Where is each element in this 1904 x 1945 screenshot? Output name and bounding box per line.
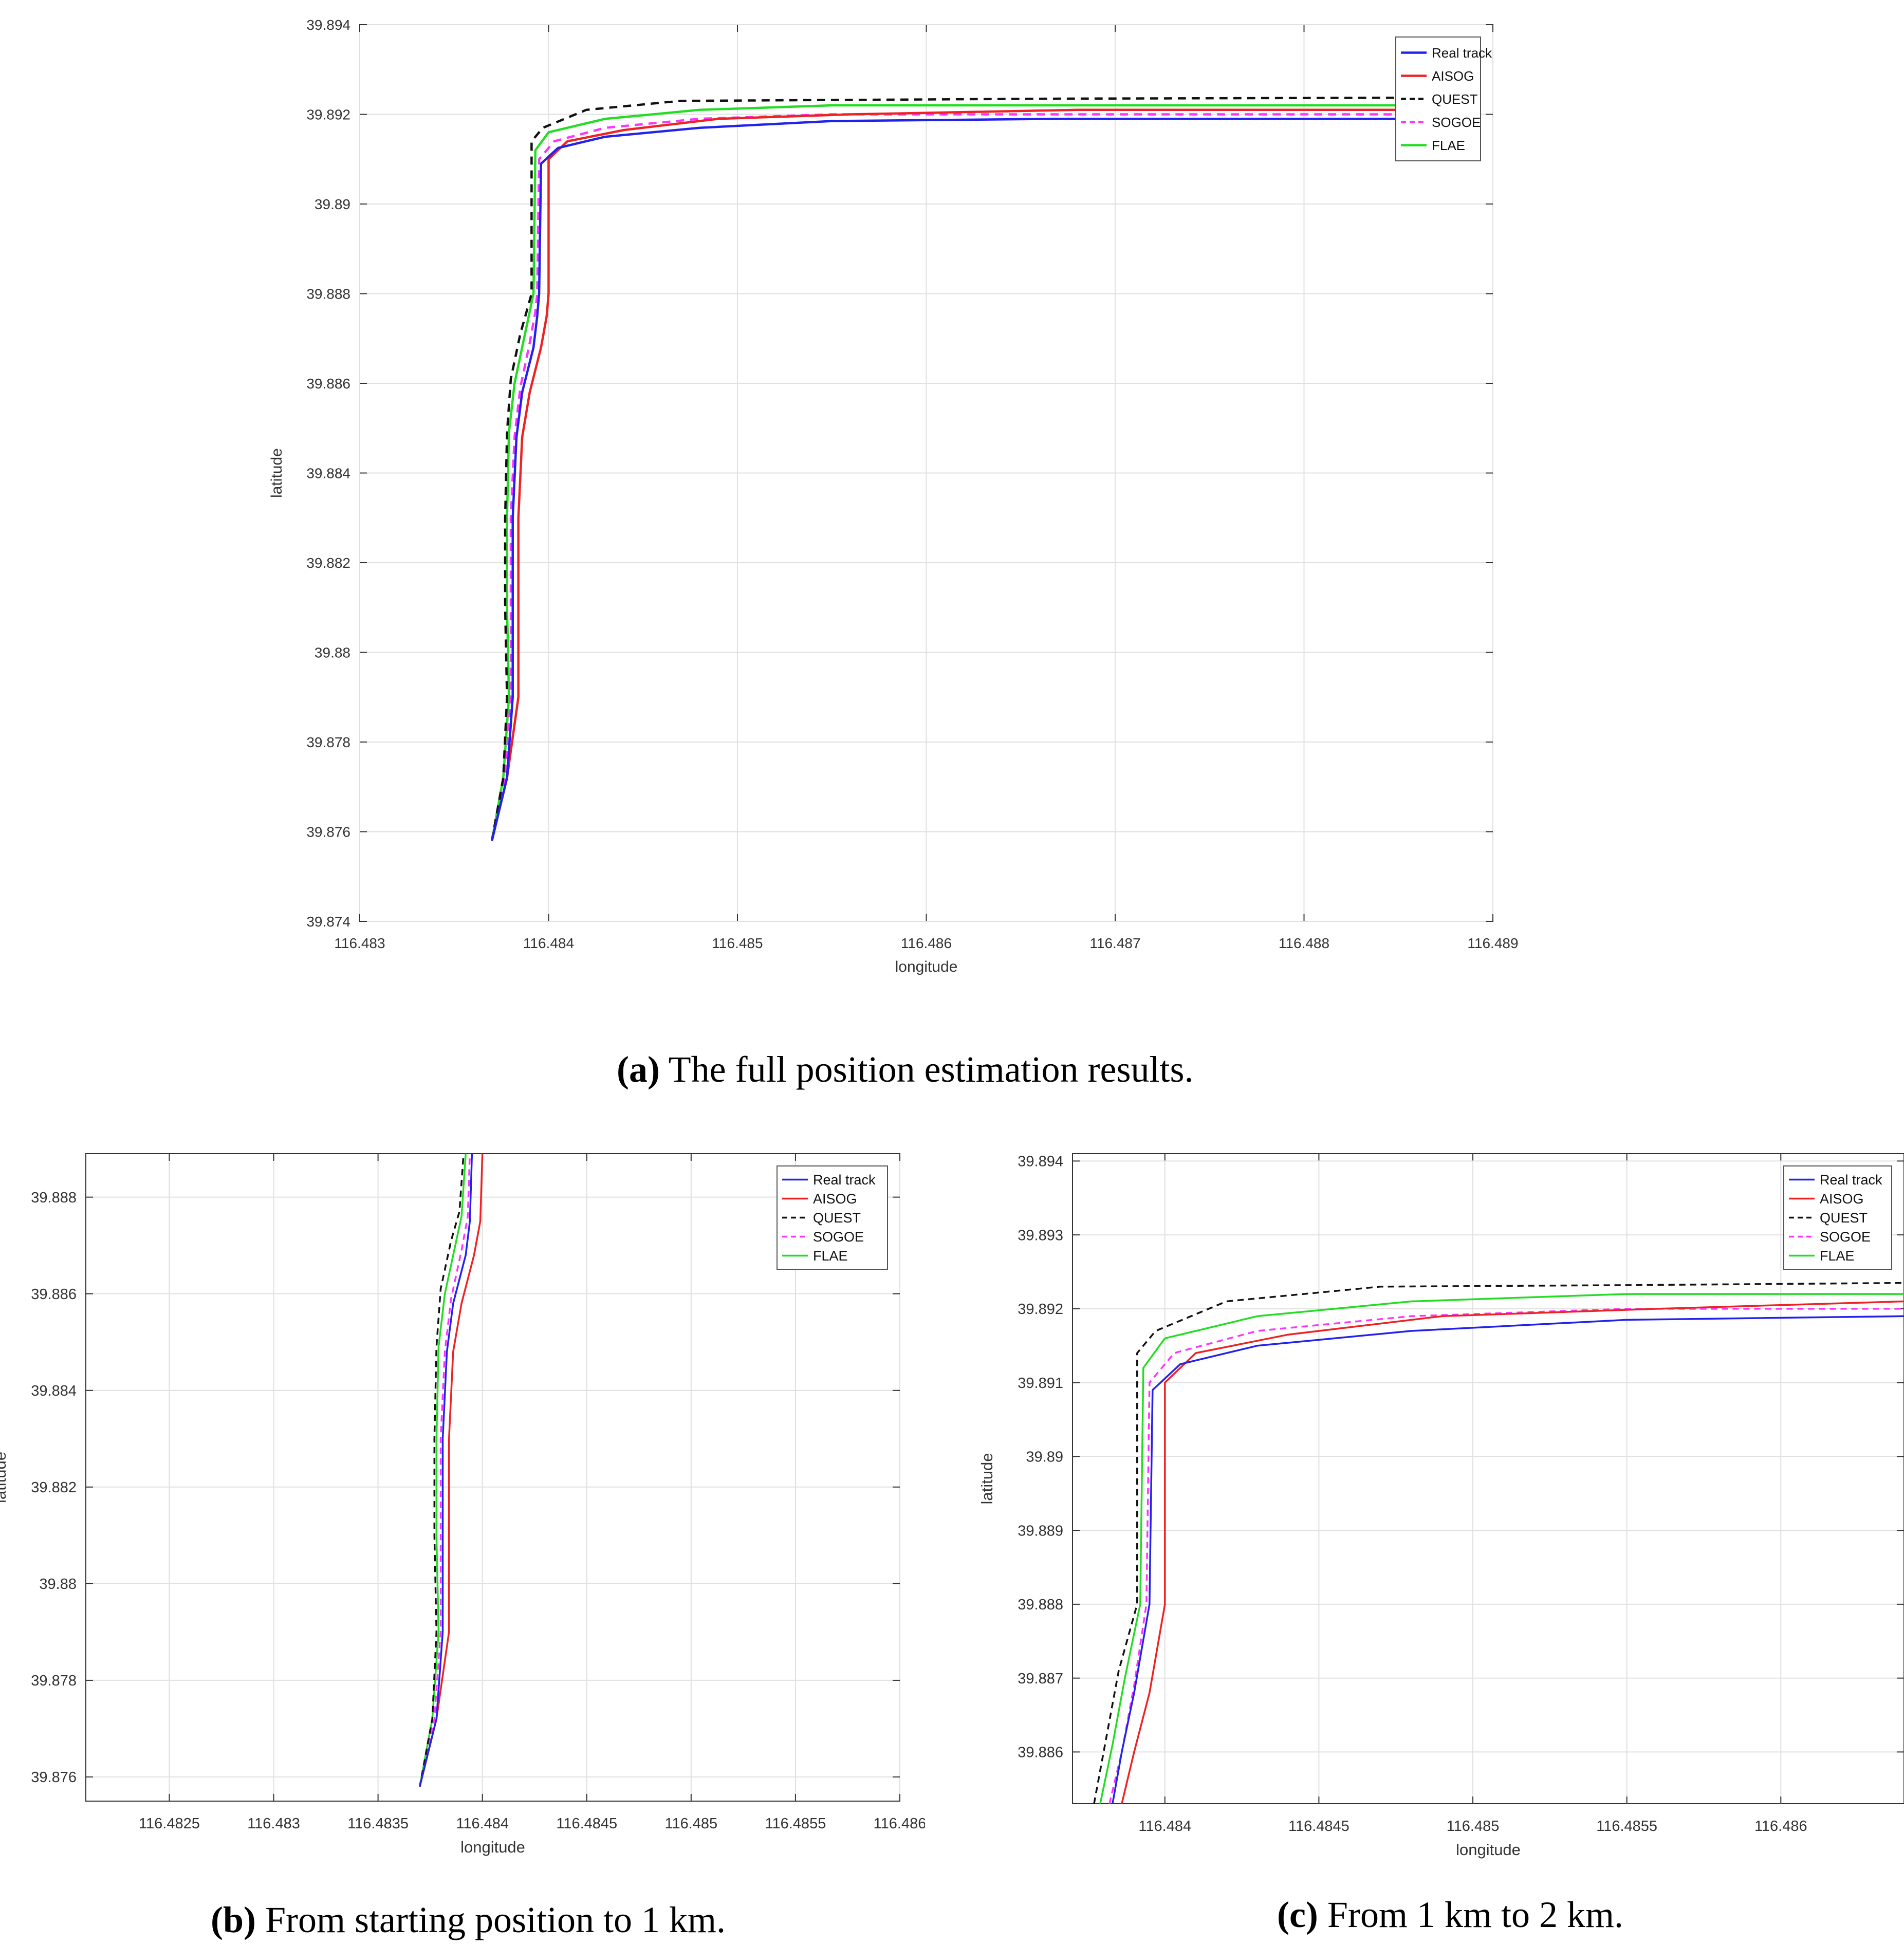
y-tick-label: 39.894 [1018,1154,1063,1170]
series-line-real-track [419,1154,473,1787]
y-tick-label: 39.894 [306,17,350,33]
y-tick-label: 39.878 [31,1673,77,1689]
x-tick-label: 116.4855 [1596,1818,1657,1835]
y-tick-label: 39.888 [306,286,350,302]
x-tick-label: 116.485 [665,1816,718,1832]
x-tick-label: 116.4845 [556,1816,617,1832]
caption-b-text: From starting position to 1 km. [256,1899,726,1940]
x-tick-label: 116.484 [523,935,574,951]
caption-b-tag: (b) [211,1899,256,1940]
x-tick-label: 116.487 [1089,935,1140,951]
y-tick-label: 39.892 [306,106,350,122]
x-tick-label: 116.484 [1138,1818,1191,1835]
x-tick-label: 116.485 [712,935,763,951]
chart-c: 116.484 116.4845 116.485 116.4855 116.486 39.… [978,1153,1904,1859]
x-tick-label: 116.486 [1754,1818,1807,1835]
series-line-sogoe [490,113,1399,841]
y-tick-label: 39.88 [39,1576,77,1592]
caption-c-tag: (c) [1277,1894,1318,1935]
y-tick-label: 39.888 [31,1190,77,1206]
y-tick-label: 39.876 [306,824,350,840]
legend-label: QUEST [813,1210,861,1226]
legend-label: Real track [1820,1172,1882,1188]
legend-label: SOGOE [1820,1229,1871,1245]
legend-label: FLAE [1820,1248,1855,1264]
series-line-quest [419,1154,465,1787]
y-tick-label: 39.88 [315,644,350,660]
y-tick-label: 39.889 [1018,1523,1063,1539]
x-axis-label: longitude [895,958,958,975]
x-tick-label: 116.485 [1447,1818,1500,1835]
chart-b: 116.4825 116.483 116.4835 116.484 116.4845 11… [0,1153,925,1856]
caption-b: (b) From starting position to 1 km. [211,1899,726,1941]
x-tick-label: 116.486 [901,935,952,951]
y-tick-label: 39.874 [306,914,350,930]
y-axis-label: latitude [0,1452,9,1503]
y-tick-label: 39.886 [1018,1745,1063,1761]
x-tick-label: 116.4845 [1288,1818,1350,1835]
series-line-sogoe [419,1154,471,1787]
series-line-flae [1099,1293,1904,1804]
y-tick-label: 39.886 [306,376,350,392]
y-tick-label: 39.884 [306,465,350,481]
legend-label: Real track [813,1172,876,1188]
x-axis-label: longitude [460,1838,525,1856]
series-line-real-track [1112,1315,1904,1804]
x-tick-label: 116.483 [247,1816,300,1832]
x-tick-label: 116.483 [334,935,385,951]
caption-a-text: The full position estimation results. [659,1049,1194,1090]
y-axis-label: latitude [268,448,285,498]
x-tick-label: 116.489 [1467,935,1518,951]
y-tick-label: 39.887 [1018,1671,1063,1687]
series-line-aisog [419,1154,484,1787]
caption-c-text: From 1 km to 2 km. [1318,1894,1623,1935]
y-tick-label: 39.891 [1018,1375,1063,1392]
series-line-aisog [1121,1300,1904,1804]
x-tick-label: 116.4825 [139,1816,200,1832]
x-tick-label: 116.486 [874,1816,925,1832]
x-tick-label: 116.484 [456,1816,509,1832]
y-axis-label: latitude [978,1453,996,1505]
y-tick-label: 39.882 [306,555,350,571]
y-tick-label: 39.876 [31,1769,77,1786]
legend-label: QUEST [1820,1210,1868,1226]
series-line-flae [419,1154,467,1787]
caption-c: (c) From 1 km to 2 km. [1277,1894,1623,1936]
y-tick-label: 39.882 [31,1479,77,1496]
y-tick-label: 39.886 [31,1286,77,1303]
chart-a: 116.483 116.484 116.485 116.486 116.487 116.4… [268,17,1519,975]
y-tick-label: 39.89 [1026,1449,1063,1466]
x-tick-label: 116.488 [1279,935,1329,951]
legend-label: Real track [1432,45,1492,61]
series-line-real-track [491,117,1399,841]
series-line-aisog [491,108,1399,841]
x-axis-label: longitude [1456,1841,1521,1859]
y-tick-label: 39.89 [315,196,350,212]
caption-a-tag: (a) [617,1049,660,1090]
x-tick-label: 116.4835 [347,1816,409,1832]
legend-label: AISOG [813,1191,857,1207]
legend-label: SOGOE [1432,115,1481,130]
legend-label: FLAE [1432,138,1465,153]
y-tick-label: 39.893 [1018,1227,1063,1244]
y-tick-label: 39.878 [306,734,350,750]
series-line-quest [1093,1282,1904,1804]
y-tick-label: 39.888 [1018,1597,1063,1613]
legend-label: FLAE [813,1248,848,1264]
series-line-flae [490,104,1399,841]
legend-label: AISOG [1820,1191,1864,1207]
plot-area [1072,1153,1904,1804]
caption-a: (a) The full position estimation results… [617,1048,1194,1091]
y-tick-label: 39.884 [31,1383,77,1399]
legend-label: SOGOE [813,1229,864,1245]
x-tick-label: 116.4855 [765,1816,826,1832]
y-tick-label: 39.892 [1018,1301,1063,1318]
legend-label: QUEST [1432,91,1478,107]
legend-label: AISOG [1432,68,1474,84]
